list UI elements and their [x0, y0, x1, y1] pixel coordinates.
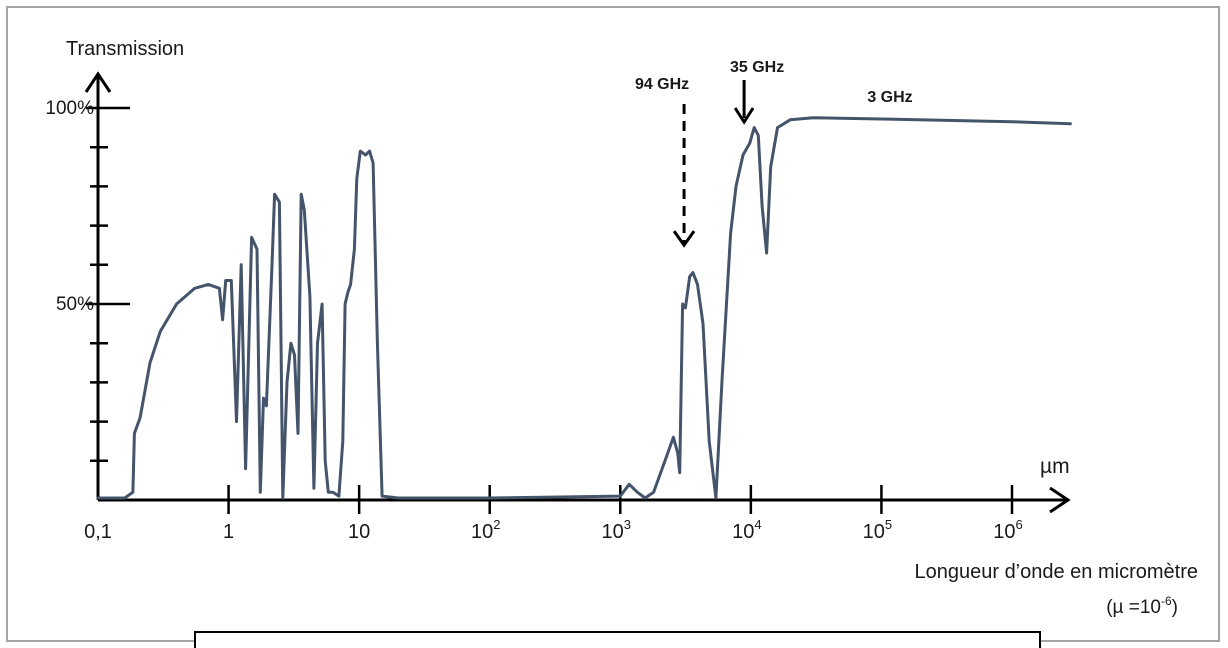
y-tick-label: 50% [56, 294, 94, 315]
annotation-35ghz-label: 35 GHz [730, 59, 784, 76]
unit-note-base: (µ =10 [1106, 597, 1161, 618]
x-ticks [227, 485, 1014, 514]
unit-note-close: ) [1172, 597, 1178, 618]
arrow-head-icon [672, 230, 696, 248]
transmission-curve [96, 116, 1072, 500]
arrow-head-icon [733, 107, 755, 125]
x-tick-label: 105 [863, 517, 892, 543]
x-axis-arrow-icon [1049, 486, 1071, 514]
annotation-3ghz-label: 3 GHz [867, 89, 912, 106]
y-minor-ticks [86, 106, 130, 463]
x-axis-unit-note: (µ =10-6) [1106, 594, 1178, 618]
x-axis-unit-label: µm [1040, 455, 1070, 478]
chart-frame [6, 6, 1220, 642]
x-tick-label: 106 [993, 517, 1022, 543]
frequency-annotations: 94 GHz 35 GHz 3 GHz [635, 59, 913, 248]
x-tick-label: 104 [732, 517, 761, 543]
unit-note-exp: -6 [1161, 594, 1172, 608]
x-tick-label: 0,1 [84, 521, 112, 543]
y-axis-label: Transmission [66, 38, 184, 60]
x-tick-label: 103 [602, 517, 631, 543]
y-tick-labels: 100% 50% [45, 98, 94, 315]
y-axis-arrow-icon [84, 71, 112, 93]
x-tick-label: 102 [471, 517, 500, 543]
x-tick-label: 1 [223, 521, 234, 543]
annotation-94ghz-label: 94 GHz [635, 76, 689, 93]
cropped-caption-box [194, 631, 1041, 648]
y-tick-label: 100% [45, 98, 94, 119]
x-tick-labels: 0,1 1 10 102 103 104 105 106 [84, 517, 1023, 543]
x-tick-label: 10 [348, 521, 370, 543]
x-axis-label: Longueur d’onde en micromètre [914, 561, 1198, 583]
